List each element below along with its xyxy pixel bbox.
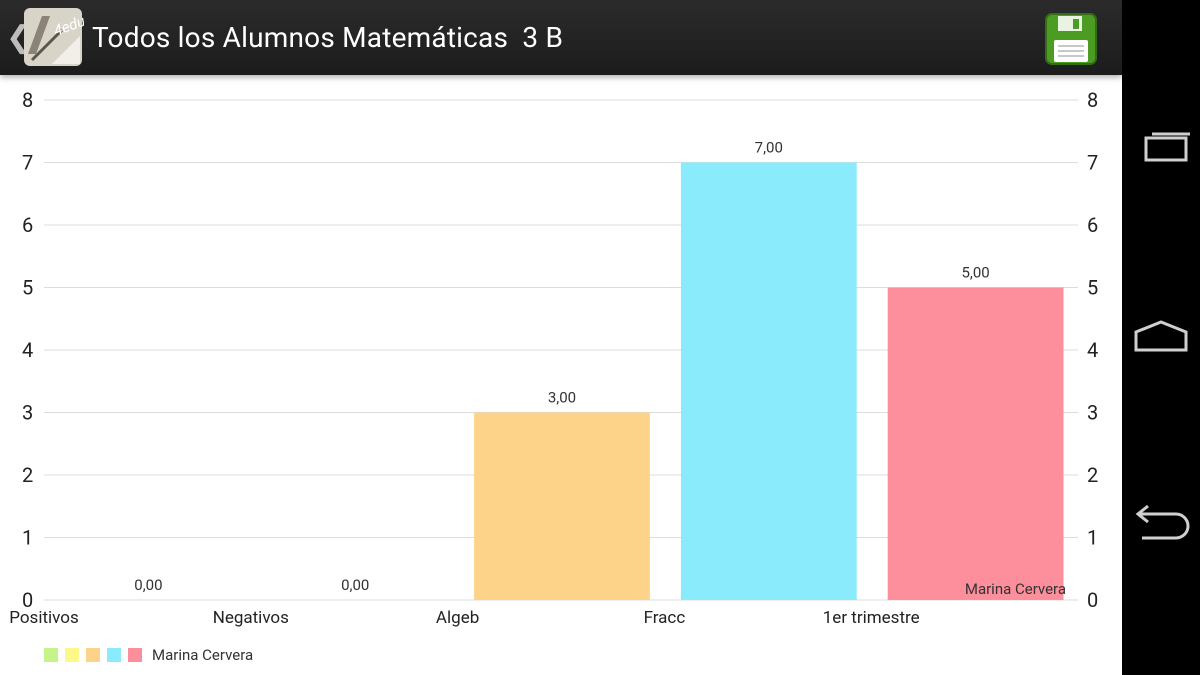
y-tick-label-left: 1 xyxy=(22,526,33,550)
legend-label: Marina Cervera xyxy=(152,646,254,664)
legend-swatch xyxy=(107,648,121,662)
x-axis: Positivos Negativos Algeb Fracc 1er trimestr… xyxy=(9,608,919,628)
y-tick-label-left: 8 xyxy=(22,88,33,112)
value-labels: 0,00 0,00 3,00 7,00 5,00 xyxy=(134,139,989,595)
bars xyxy=(474,162,1064,600)
bar-chart: 0 1 2 3 4 5 6 7 8 0 1 2 3 4 5 6 7 8 Positivos Negativos Al… xyxy=(9,88,1098,628)
page-title: Todos los Alumnos Matemáticas 3 B xyxy=(92,21,564,54)
back-arrow-icon[interactable] xyxy=(1132,500,1190,550)
y-tick-label-right: 5 xyxy=(1087,276,1098,300)
x-tick-label: Positivos xyxy=(9,608,79,628)
home-icon[interactable] xyxy=(1132,314,1190,364)
action-bar: ❮ 4edu Todos los Alumnos Matemáticas 3 B xyxy=(0,0,1122,75)
y-tick-label-left: 3 xyxy=(22,401,33,425)
legend-swatches xyxy=(44,648,149,662)
data-label: 0,00 xyxy=(134,576,162,594)
4edu-logo-icon[interactable]: 4edu xyxy=(22,6,84,68)
series-name-label: Marina Cervera xyxy=(965,580,1066,598)
y-tick-label-right: 4 xyxy=(1087,338,1098,362)
y-axis-left: 0 1 2 3 4 5 6 7 8 xyxy=(22,88,33,612)
bar xyxy=(887,287,1064,600)
x-tick-label: Algeb xyxy=(436,608,479,628)
app-screen: 0 1 2 3 4 5 6 7 8 0 1 2 3 4 5 6 7 8 Positivos Negativos Al… xyxy=(0,0,1122,675)
system-navigation-bar xyxy=(1122,0,1200,675)
x-tick-label: Fracc xyxy=(644,608,686,628)
y-tick-label-right: 6 xyxy=(1087,213,1098,237)
x-tick-label: 1er trimestre xyxy=(823,608,920,628)
y-tick-label-left: 6 xyxy=(22,213,33,237)
y-tick-label-right: 7 xyxy=(1087,151,1098,175)
data-label: 7,00 xyxy=(755,139,783,157)
chart-legend: Marina Cervera xyxy=(44,646,253,664)
y-tick-label-left: 4 xyxy=(22,338,33,362)
recent-apps-icon[interactable] xyxy=(1132,124,1190,174)
legend-swatch xyxy=(86,648,100,662)
x-tick-label: Negativos xyxy=(213,608,289,628)
floppy-disk-save-icon[interactable] xyxy=(1044,12,1098,66)
grid-lines xyxy=(44,99,1078,601)
bar xyxy=(474,412,650,600)
y-tick-label-right: 1 xyxy=(1087,526,1098,550)
data-label: 0,00 xyxy=(341,576,369,594)
legend-swatch xyxy=(65,648,79,662)
y-tick-label-left: 2 xyxy=(22,463,33,487)
y-tick-label-right: 8 xyxy=(1087,88,1098,112)
legend-swatch xyxy=(44,648,58,662)
legend-swatch xyxy=(128,648,142,662)
y-tick-label-right: 2 xyxy=(1087,463,1098,487)
data-label: 5,00 xyxy=(961,264,989,282)
bar xyxy=(680,162,857,600)
y-tick-label-right: 0 xyxy=(1087,588,1098,612)
y-tick-label-left: 0 xyxy=(22,588,33,612)
y-tick-label-right: 3 xyxy=(1087,401,1098,425)
data-label: 3,00 xyxy=(548,389,576,407)
y-tick-label-left: 5 xyxy=(22,276,33,300)
y-axis-right: 0 1 2 3 4 5 6 7 8 xyxy=(1087,88,1098,612)
y-tick-label-left: 7 xyxy=(22,151,33,175)
